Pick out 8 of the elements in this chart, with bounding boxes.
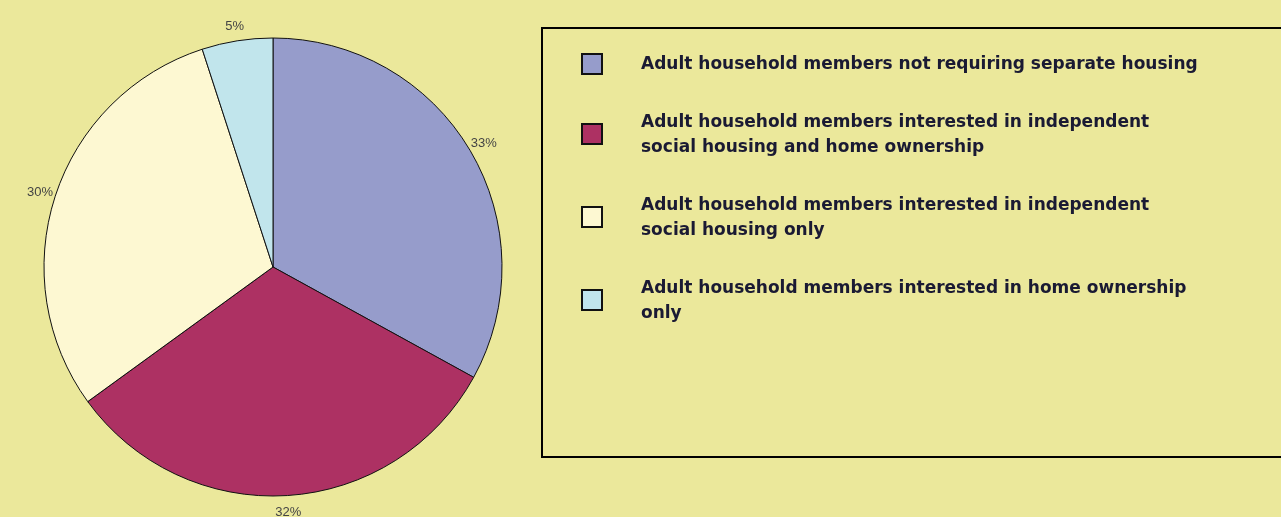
legend-label: Adult household members interested in home ownership only — [641, 276, 1188, 324]
legend-label: Adult household members interested in independent social housing and home ownership — [641, 110, 1151, 158]
data-label: 5% — [225, 17, 245, 33]
data-label: 33% — [470, 134, 498, 150]
legend-label: Adult household members not requiring separate housing — [641, 52, 1199, 75]
data-label: 32% — [275, 504, 302, 517]
data-label: 30% — [26, 183, 54, 199]
legend-label: Adult household members interested in independent social housing only — [641, 193, 1151, 241]
